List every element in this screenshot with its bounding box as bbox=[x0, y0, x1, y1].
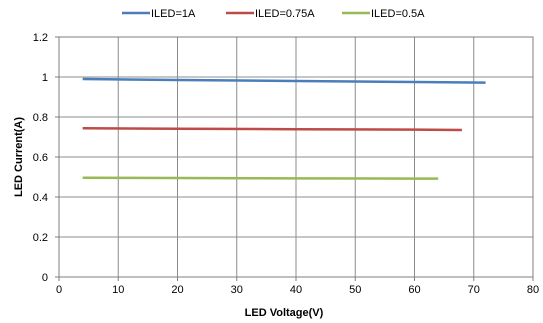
y-axis-ticks: 0 0.2 0.4 0.6 0.8 1 1.2 bbox=[33, 32, 59, 284]
x-tick-label: 40 bbox=[290, 284, 302, 296]
x-tick-label: 0 bbox=[56, 284, 62, 296]
series-group bbox=[82, 77, 486, 180]
legend-label-3: ILED=0.5A bbox=[371, 8, 425, 20]
x-axis-ticks: 0 10 20 30 40 50 60 70 80 bbox=[56, 277, 539, 296]
x-tick-label: 80 bbox=[527, 284, 539, 296]
x-tick-label: 50 bbox=[349, 284, 361, 296]
x-tick-label: 10 bbox=[112, 284, 124, 296]
y-tick-label: 0.4 bbox=[33, 192, 48, 204]
y-tick-label: 0.8 bbox=[33, 112, 48, 124]
gridlines bbox=[59, 37, 533, 277]
legend-label-2: ILED=0.75A bbox=[255, 8, 315, 20]
series-line-2 bbox=[82, 126, 462, 132]
x-tick-label: 60 bbox=[408, 284, 420, 296]
y-tick-label: 1.2 bbox=[33, 32, 48, 44]
y-tick-label: 0 bbox=[42, 272, 48, 284]
x-axis-title: LED Voltage(V) bbox=[245, 307, 324, 319]
y-tick-label: 1 bbox=[42, 72, 48, 84]
x-tick-label: 30 bbox=[231, 284, 243, 296]
y-tick-label: 0.6 bbox=[33, 152, 48, 164]
y-axis-title: LED Current(A) bbox=[13, 117, 25, 197]
x-tick-label: 70 bbox=[468, 284, 480, 296]
series-line-1 bbox=[82, 77, 486, 84]
legend: ILED=1A ILED=0.75A ILED=0.5A bbox=[122, 8, 425, 20]
series-line-3 bbox=[82, 176, 439, 180]
y-tick-label: 0.2 bbox=[33, 232, 48, 244]
x-tick-label: 20 bbox=[171, 284, 183, 296]
legend-label-1: ILED=1A bbox=[151, 8, 196, 20]
